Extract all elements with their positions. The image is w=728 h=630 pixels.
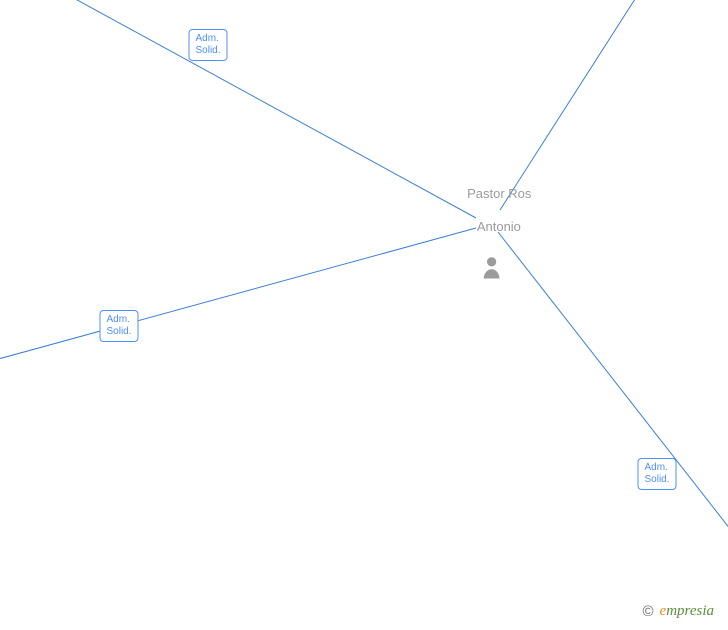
copyright: © empresia [642,603,714,620]
brand-name: empresia [660,603,714,620]
edge-line [498,232,728,580]
center-label-line1: Pastor Ros [467,186,531,201]
person-icon [481,255,503,284]
edge-label[interactable]: Adm. Solid. [99,310,138,342]
edge-label[interactable]: Adm. Solid. [637,458,676,490]
copyright-symbol: © [642,603,653,620]
edge-line [0,0,476,218]
center-label-line2: Antonio [477,219,521,234]
brand-rest: mpresia [666,603,714,619]
edge-line [0,228,476,375]
center-person-node[interactable]: Pastor Ros Antonio [453,170,532,284]
center-person-label: Pastor Ros Antonio [453,170,532,251]
edge-label[interactable]: Adm. Solid. [188,29,227,61]
